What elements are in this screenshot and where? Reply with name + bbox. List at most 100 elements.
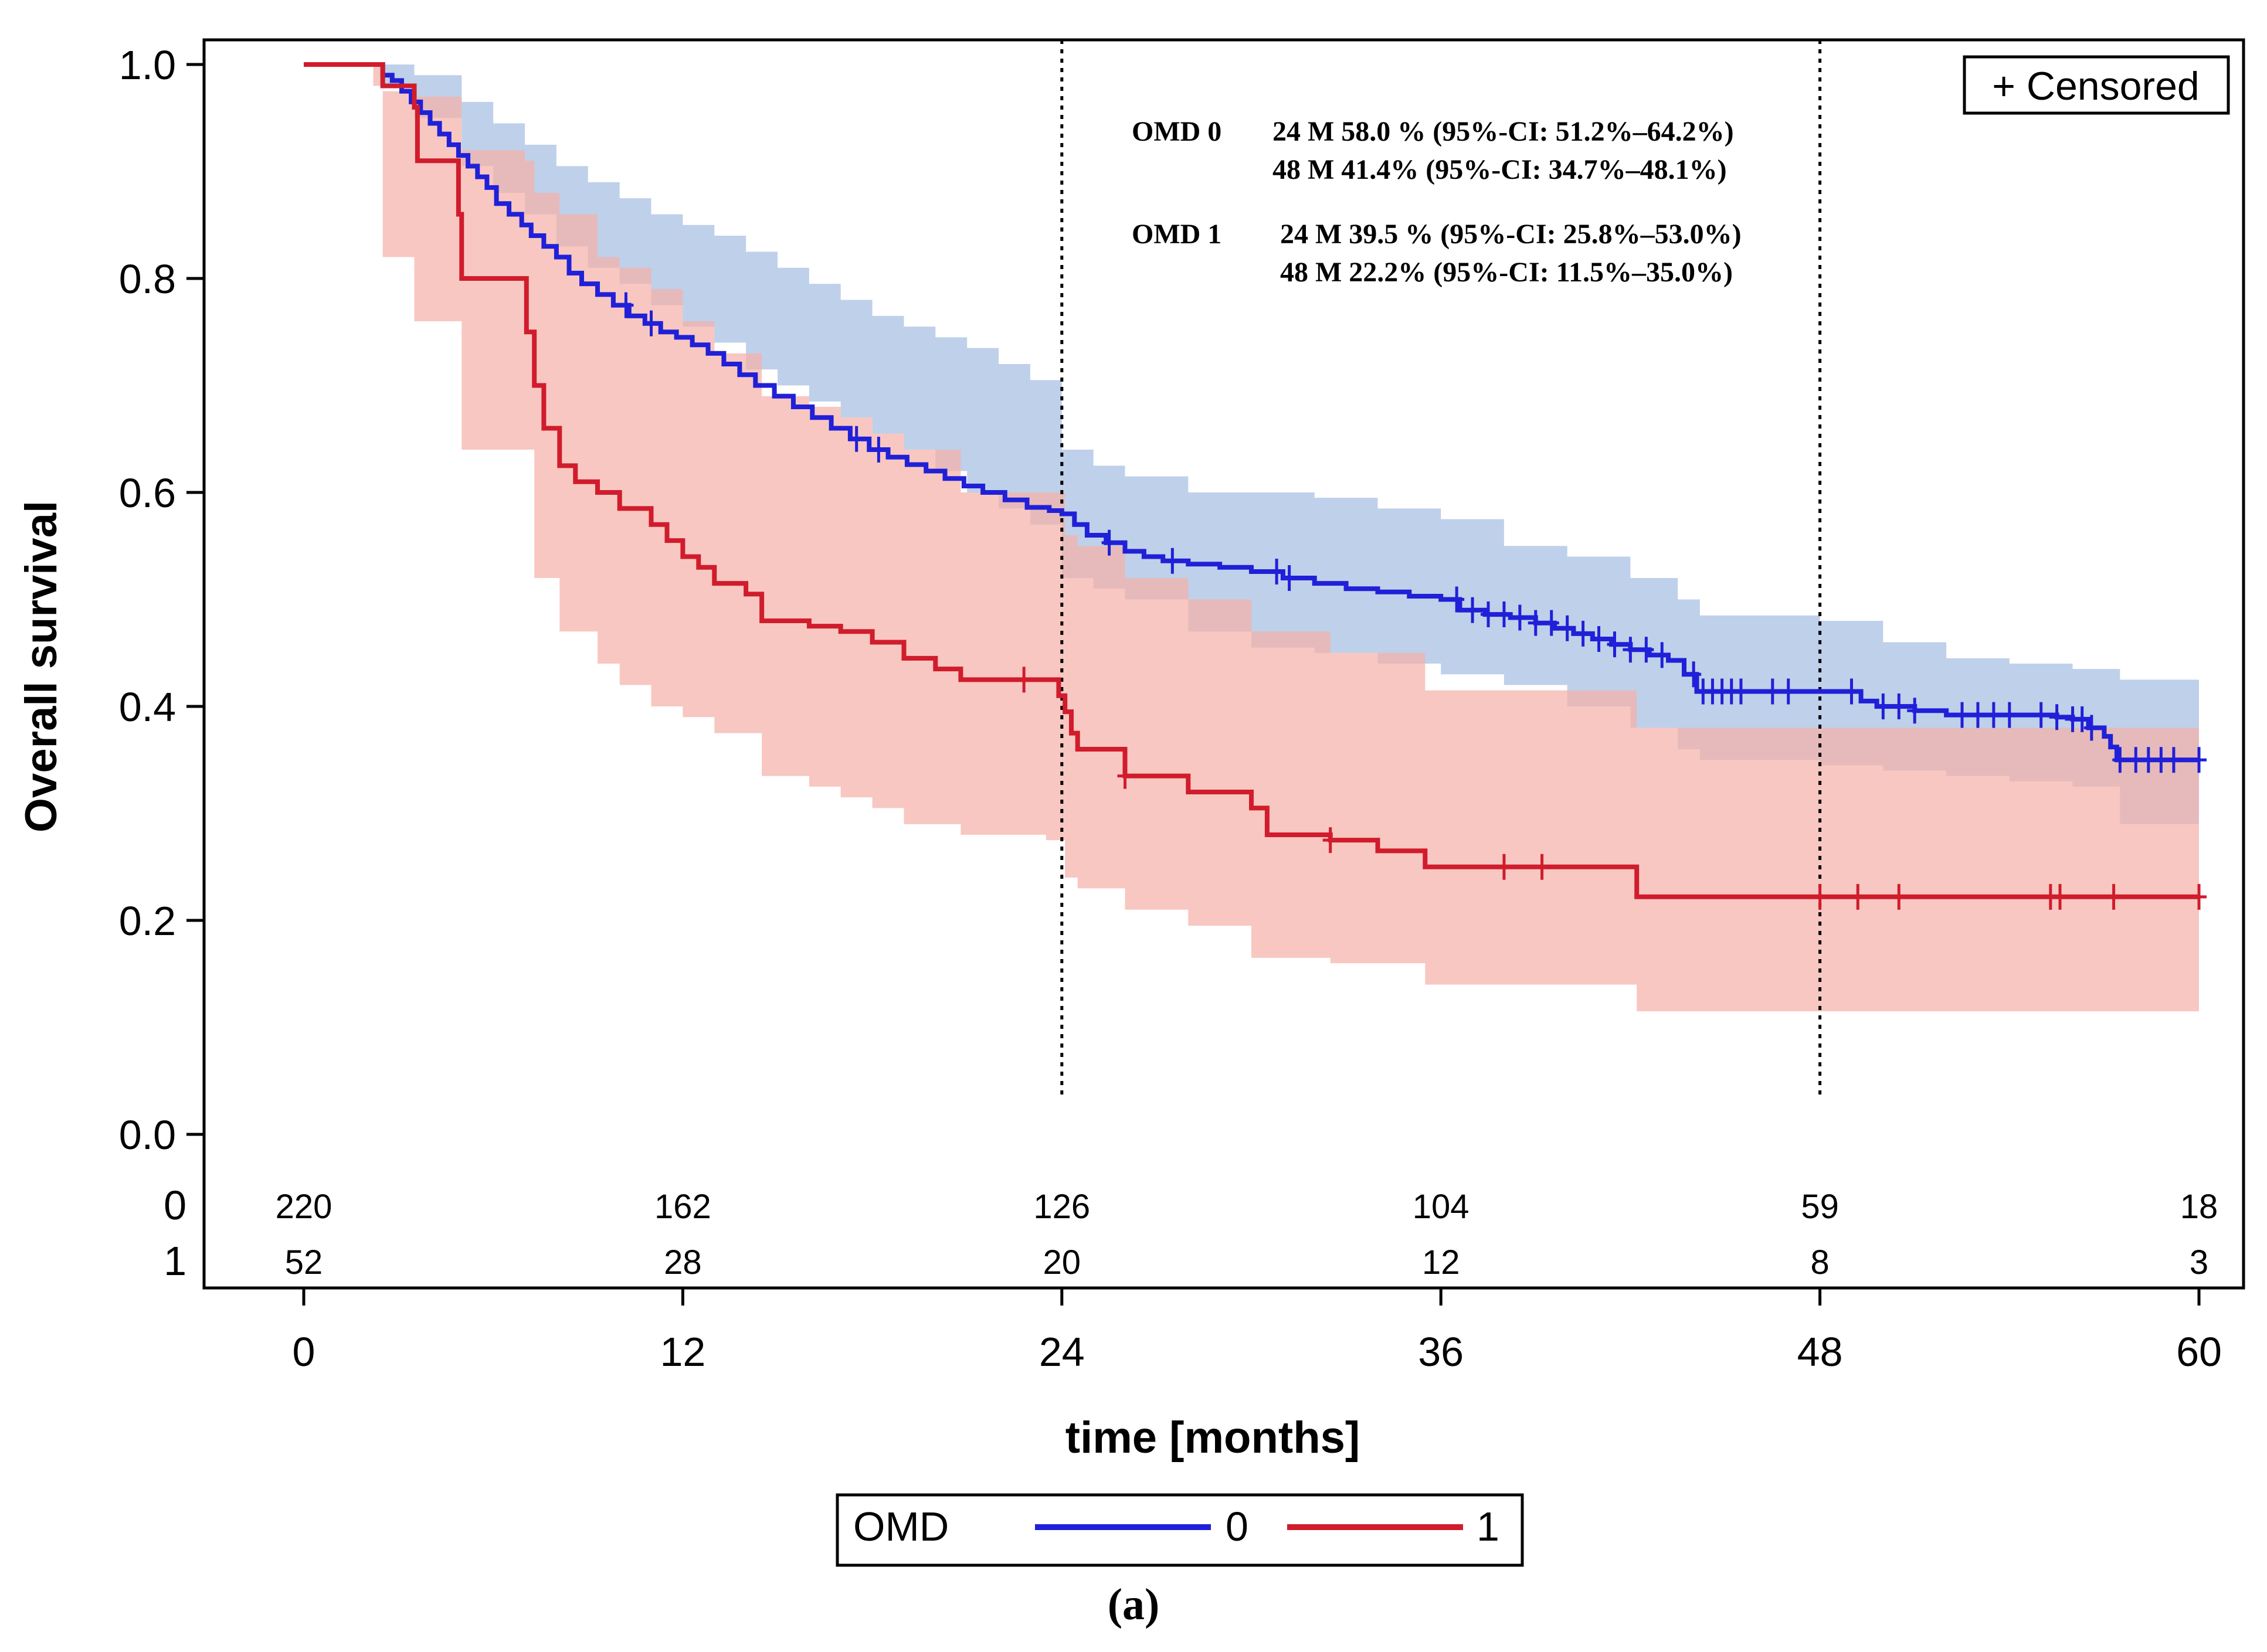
censor-mark-1-5 (1812, 883, 1828, 910)
censor-mark-0-32 (1891, 694, 1907, 719)
annotation-1-line-2: 48 M 22.2% (95%-CI: 11.5%–35.0%) (1280, 257, 1733, 288)
censor-mark-0-2 (849, 426, 864, 452)
at-risk-count-1-1: 28 (664, 1243, 702, 1282)
group-legend-title: OMD (853, 1504, 949, 1549)
y-axis: 0.0 0.2 0.4 0.6 0.8 1.0 (119, 42, 204, 1158)
censor-mark-0-13 (1528, 610, 1543, 636)
at-risk-count-1-2: 20 (1043, 1243, 1081, 1282)
annotation-group-0: OMD 0 (1132, 116, 1221, 147)
x-tick-label-1: 12 (660, 1329, 705, 1375)
censor-mark-1-11 (2191, 883, 2207, 910)
annotation-block: OMD 0 24 M 58.0 % (95%-CI: 51.2%–64.2%) … (1132, 116, 1742, 288)
at-risk-row-label-1: 1 (164, 1238, 186, 1284)
censor-mark-0-18 (1607, 631, 1623, 658)
censor-mark-0-21 (1654, 642, 1670, 668)
censored-legend-box (1963, 55, 2230, 115)
censor-mark-0-3 (871, 437, 887, 463)
censor-mark-0-10 (1481, 601, 1496, 628)
ci-band-1 (304, 64, 2199, 1012)
censor-mark-1-9 (2052, 883, 2068, 910)
censor-mark-0-36 (1986, 702, 2001, 728)
censor-marks (618, 292, 2207, 910)
at-risk-count-0-0: 220 (276, 1188, 332, 1226)
censored-legend-label: + Censored (1992, 64, 2199, 108)
y-tick-label-4: 0.8 (119, 256, 176, 302)
censor-mark-0-6 (1269, 559, 1285, 585)
censor-mark-0-31 (1875, 694, 1891, 719)
censor-mark-0-12 (1512, 604, 1528, 631)
annotation-0-line-2: 48 M 41.4% (95%-CI: 34.7%–48.1%) (1272, 154, 1727, 185)
x-tick-label-0: 0 (293, 1329, 315, 1375)
y-tick-label-5: 1.0 (119, 42, 176, 88)
group-legend: OMD 0 1 (836, 1493, 1524, 1567)
censor-mark-1-2 (1322, 827, 1338, 854)
annotation-group-1: OMD 1 (1132, 219, 1221, 250)
censor-mark-0-17 (1591, 626, 1607, 652)
censor-mark-0-7 (1281, 565, 1297, 591)
censor-mark-0-14 (1543, 610, 1559, 636)
at-risk-count-1-4: 8 (1810, 1243, 1829, 1282)
censored-legend: + Censored (1963, 55, 2230, 115)
survival-curve-1 (304, 62, 2199, 899)
censor-mark-1-0 (1016, 667, 1032, 693)
at-risk-count-0-2: 126 (1033, 1188, 1090, 1226)
legend-entry-1: 1 (1477, 1504, 1499, 1549)
censor-mark-1-1 (1117, 763, 1133, 789)
censor-mark-0-30 (1844, 678, 1859, 705)
x-tick-label-4: 48 (1797, 1329, 1843, 1375)
y-axis-label: Overall survival (16, 501, 66, 832)
censor-mark-0-1 (643, 310, 659, 336)
censor-mark-0-28 (1764, 678, 1780, 705)
at-risk-row-label-0: 0 (164, 1182, 186, 1228)
censor-mark-0-16 (1575, 620, 1591, 647)
at-risk-count-0-1: 162 (654, 1188, 711, 1226)
plot-frame (202, 38, 2245, 1290)
censor-mark-0-29 (1780, 678, 1796, 705)
censor-mark-0-9 (1465, 597, 1481, 623)
at-risk-count-0-5: 18 (2180, 1188, 2218, 1226)
censor-mark-0-33 (1907, 698, 1923, 724)
censor-mark-1-3 (1496, 854, 1512, 880)
censor-mark-0-15 (1559, 615, 1575, 641)
censor-mark-0-37 (2001, 702, 2017, 728)
at-risk-count-1-3: 12 (1422, 1243, 1460, 1282)
censor-mark-0-39 (2049, 704, 2065, 730)
censor-mark-0-34 (1954, 702, 1970, 728)
censor-mark-0-11 (1496, 601, 1512, 628)
annotation-1-line-1: 24 M 39.5 % (95%-CI: 25.8%–53.0%) (1280, 219, 1742, 250)
reference-lines (1060, 40, 1822, 1099)
censor-mark-0-19 (1623, 637, 1638, 663)
ci-band-0 (304, 64, 2199, 846)
censor-mark-1-7 (1891, 883, 1907, 910)
panel-label: (a) (1108, 1580, 1160, 1629)
censor-mark-1-6 (1850, 883, 1866, 910)
annotation-0-line-1: 24 M 58.0 % (95%-CI: 51.2%–64.2%) (1272, 116, 1734, 147)
censor-mark-0-22 (1686, 661, 1702, 688)
censor-mark-0-35 (1970, 702, 1986, 728)
x-axis: 0 12 24 36 48 60 (293, 1288, 2222, 1375)
censor-mark-0-0 (618, 292, 634, 318)
censor-mark-0-48 (2191, 747, 2207, 773)
y-tick-label-1: 0.2 (119, 898, 176, 944)
censor-mark-0-5 (1165, 548, 1180, 574)
at-risk-table: 0 220 162 126 104 59 18 1 52 28 20 12 8 3 (164, 1182, 2218, 1284)
at-risk-count-1-0: 52 (285, 1243, 323, 1282)
y-tick-label-2: 0.4 (119, 684, 176, 730)
x-tick-label-3: 36 (1418, 1329, 1464, 1375)
at-risk-count-0-4: 59 (1801, 1188, 1839, 1226)
x-tick-label-5: 60 (2176, 1329, 2222, 1375)
y-tick-label-3: 0.6 (119, 470, 176, 516)
censor-mark-0-47 (2166, 747, 2181, 773)
censor-mark-0-27 (1733, 678, 1749, 705)
y-tick-label-0: 0.0 (119, 1112, 176, 1158)
at-risk-count-0-3: 104 (1413, 1188, 1470, 1226)
censor-mark-0-4 (1101, 529, 1117, 556)
censor-mark-0-38 (2033, 702, 2049, 728)
at-risk-count-1-5: 3 (2190, 1243, 2208, 1282)
censor-mark-0-20 (1638, 637, 1654, 663)
censor-mark-0-41 (2074, 706, 2090, 732)
x-axis-label: time [months] (1065, 1413, 1360, 1463)
censor-mark-0-42 (2083, 715, 2099, 741)
censor-mark-0-8 (1449, 586, 1465, 613)
